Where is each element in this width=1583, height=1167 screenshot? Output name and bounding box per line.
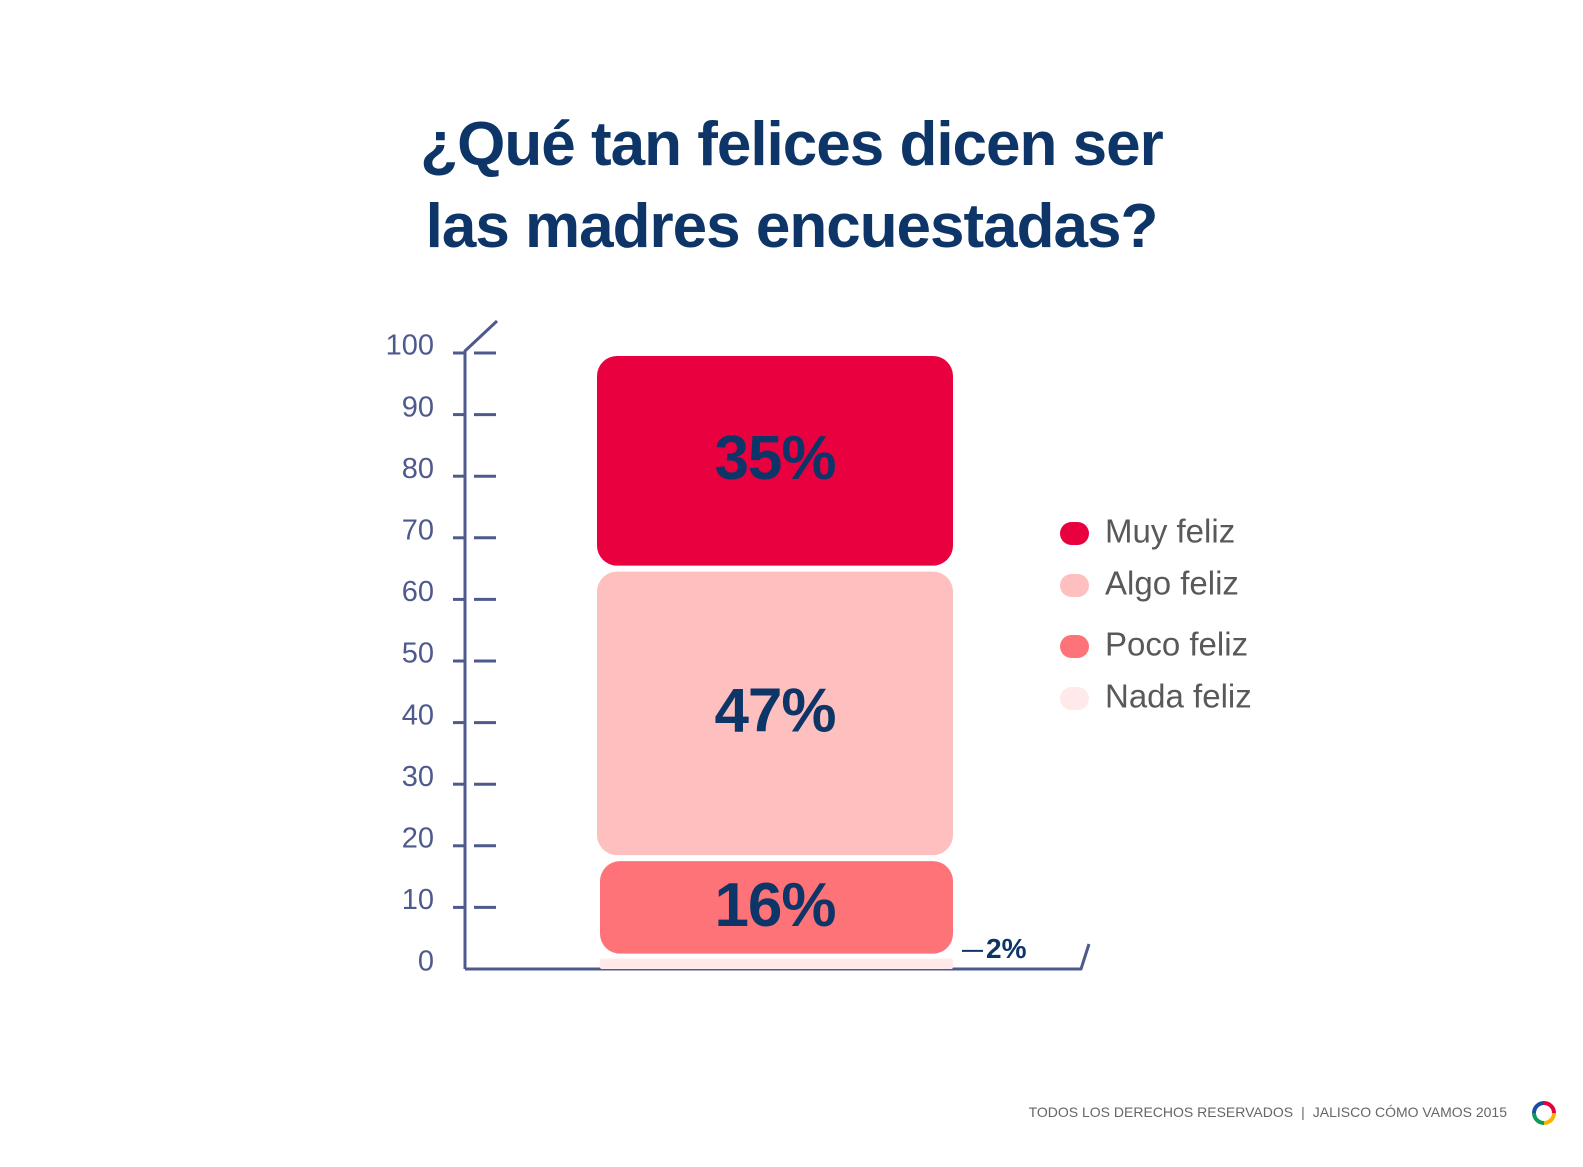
y-tick-label: 60 [402, 576, 434, 608]
y-tick-label: 80 [402, 453, 434, 485]
footer-rights: TODOS LOS DERECHOS RESERVADOS [1028, 1104, 1294, 1120]
legend: Muy feliz Algo feliz Poco feliz Nada feliz [1060, 513, 1252, 715]
legend-label: Poco feliz [1105, 626, 1248, 663]
legend-label: Muy feliz [1105, 513, 1235, 550]
y-tick-label: 20 [402, 822, 434, 854]
bars-group [597, 356, 953, 969]
y-tick-label: 30 [402, 761, 434, 793]
chart-title-line-2: las madres encuestadas? [425, 192, 1159, 261]
chart-title: ¿Qué tan felices dicen ser las madres en… [0, 104, 1583, 268]
y-tick-label: 70 [402, 514, 434, 546]
footer-brand: JALISCO CÓMO VAMOS 2015 [1312, 1104, 1507, 1120]
legend-label: Nada feliz [1105, 678, 1252, 715]
legend-swatch [1060, 522, 1089, 545]
chart-title-line-1: ¿Qué tan felices dicen ser [420, 110, 1163, 179]
data-label: 35% [714, 424, 835, 493]
data-label: 47% [714, 677, 835, 746]
y-tick-label: 50 [402, 638, 434, 670]
bar-segment [600, 861, 953, 954]
legend-swatch [1060, 635, 1089, 658]
y-axis-line [463, 319, 499, 969]
footer: TODOS LOS DERECHOS RESERVADOS | JALISCO CÓ… [1029, 1104, 1507, 1120]
y-tick-label: 10 [402, 884, 434, 916]
bar-segment [600, 958, 953, 969]
bar-segment [597, 571, 953, 856]
legend-swatch [1060, 574, 1089, 597]
data-label: 2% [986, 933, 1027, 964]
footer-separator: | [1301, 1104, 1305, 1120]
legend-label: Algo feliz [1105, 565, 1239, 602]
data-label: 16% [714, 871, 835, 940]
bar-segment [597, 356, 953, 566]
y-tick-label: 90 [402, 391, 434, 423]
y-tick-label: 0 [418, 946, 434, 978]
y-tick-label: 100 [386, 330, 434, 362]
value-labels-group: 2% 16% 47% 35% [714, 424, 1026, 964]
axis-group: 0 10 20 30 40 50 60 70 80 90 100 [386, 319, 1091, 978]
ring-logo-icon [1532, 1101, 1556, 1125]
y-tick-label: 40 [402, 699, 434, 731]
legend-swatch [1060, 687, 1089, 710]
